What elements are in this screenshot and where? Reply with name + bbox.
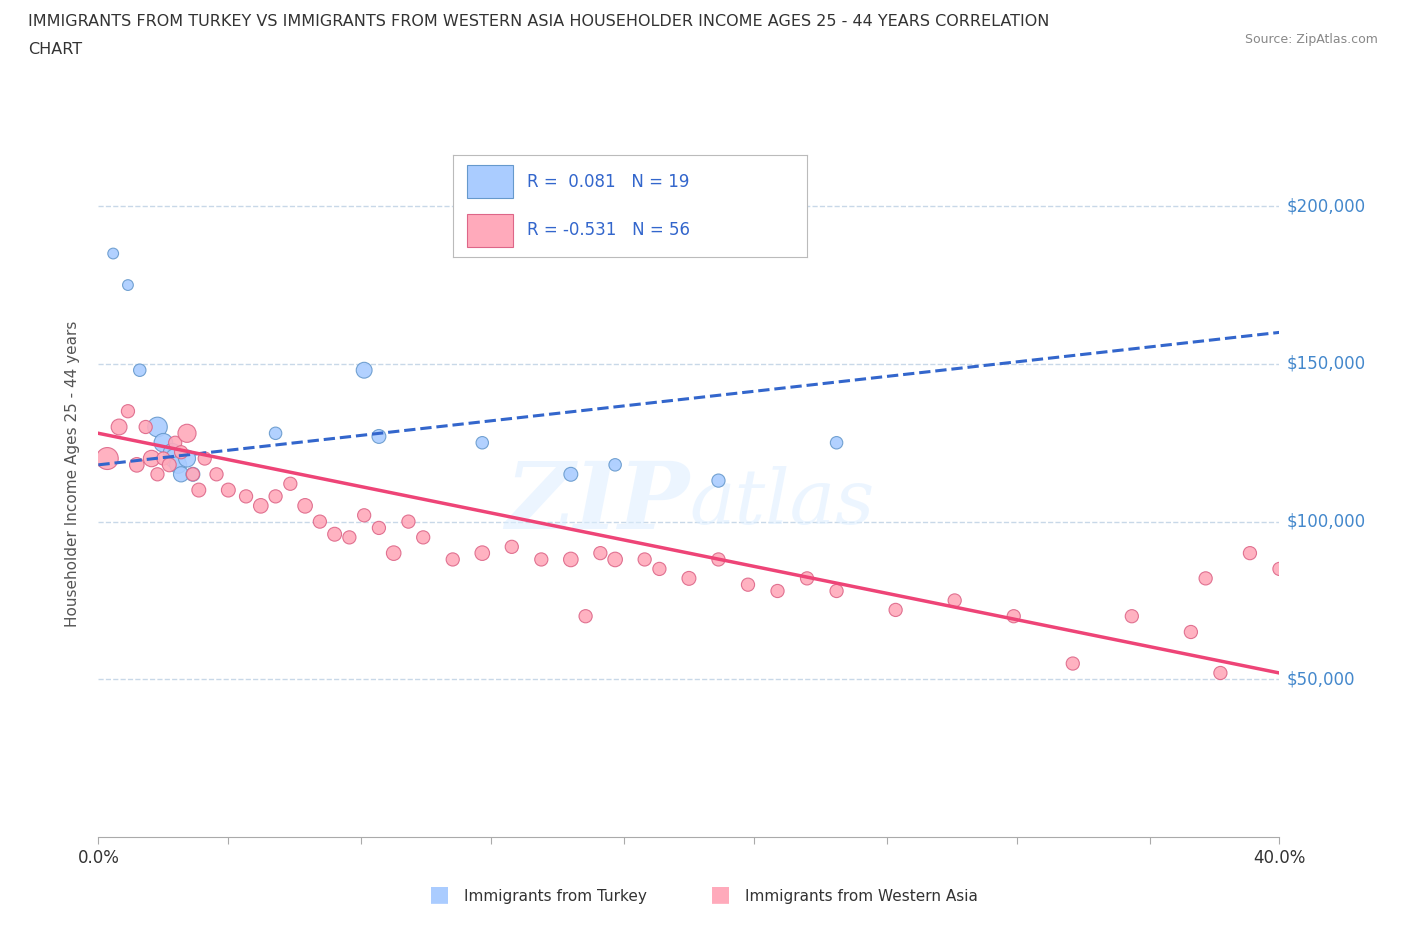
Point [165,435,187,450]
Text: ■: ■ [429,884,450,904]
Point [825,435,848,450]
Text: ■: ■ [710,884,731,904]
Text: IMMIGRANTS FROM TURKEY VS IMMIGRANTS FROM WESTERN ASIA HOUSEHOLDER INCOME AGES 2: IMMIGRANTS FROM TURKEY VS IMMIGRANTS FRO… [28,14,1049,29]
Point [648,562,671,577]
Point [181,467,204,482]
Point [796,571,818,586]
Point [633,552,655,567]
Point [108,419,131,434]
Point [117,278,139,293]
Text: $50,000: $50,000 [1286,671,1355,688]
Point [1002,609,1025,624]
Point [1062,656,1084,671]
Point [146,467,169,482]
Bar [467,166,513,198]
Point [560,467,582,482]
Text: $100,000: $100,000 [1286,512,1365,531]
Bar [467,214,513,246]
Point [471,546,494,561]
Point [560,552,582,567]
Point [382,546,405,561]
Text: R =  0.081   N = 19: R = 0.081 N = 19 [527,173,689,191]
Point [353,363,375,378]
Point [167,458,190,472]
Point [441,552,464,567]
Point [264,426,287,441]
Point [194,451,217,466]
Point [162,445,183,459]
Point [181,467,204,482]
Point [323,526,346,541]
Text: CHART: CHART [28,42,82,57]
Point [170,467,193,482]
Point [264,489,287,504]
Point [176,426,198,441]
Text: $200,000: $200,000 [1286,197,1365,215]
Point [737,578,759,592]
Point [217,483,239,498]
Point [943,593,966,608]
Text: R = -0.531   N = 56: R = -0.531 N = 56 [527,221,690,239]
Point [157,458,180,472]
Point [170,445,193,459]
Point [117,404,139,418]
Text: ZIP: ZIP [505,458,689,549]
Point [278,476,302,491]
Point [1195,571,1218,586]
Point [884,603,907,618]
Point [235,489,257,504]
Point [574,609,596,624]
Text: atlas: atlas [689,466,875,540]
Point [152,451,174,466]
Point [605,458,627,472]
Point [1209,666,1232,681]
Point [294,498,316,513]
Point [337,530,360,545]
Point [605,552,627,567]
Point [135,419,157,434]
Point [530,552,553,567]
Point [368,429,391,444]
Text: Immigrants from Western Asia: Immigrants from Western Asia [745,889,979,904]
Point [103,246,125,261]
Point [1239,546,1261,561]
Point [501,539,523,554]
Point [1180,625,1202,640]
Point [678,571,700,586]
Point [152,435,174,450]
Y-axis label: Householder Income Ages 25 - 44 years: Householder Income Ages 25 - 44 years [65,321,80,628]
Point [707,552,730,567]
Point [205,467,228,482]
Point [825,583,848,598]
Point [146,419,169,434]
Point [187,483,209,498]
Point [368,521,391,536]
Point [309,514,332,529]
Text: Source: ZipAtlas.com: Source: ZipAtlas.com [1244,33,1378,46]
Point [471,435,494,450]
Point [766,583,789,598]
Point [707,473,730,488]
Point [176,451,198,466]
Text: $150,000: $150,000 [1286,355,1365,373]
Point [589,546,612,561]
Point [1268,562,1291,577]
Point [412,530,434,545]
Point [396,514,419,529]
Point [96,451,118,466]
Point [353,508,375,523]
Point [125,458,148,472]
Point [165,451,187,466]
Text: Immigrants from Turkey: Immigrants from Turkey [464,889,647,904]
Point [250,498,273,513]
Point [141,451,163,466]
Point [128,363,150,378]
Point [1121,609,1143,624]
